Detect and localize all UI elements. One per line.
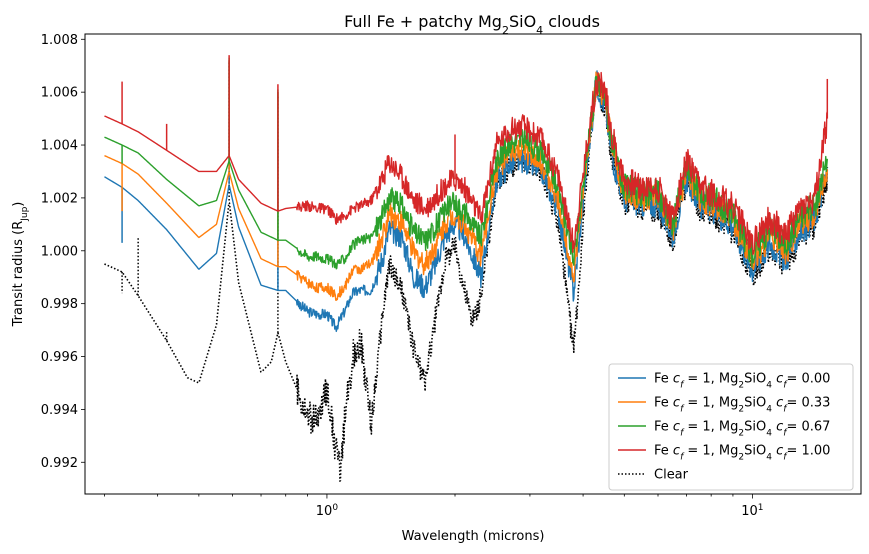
plot-frame [84, 33, 862, 495]
legend-text-part: Fe [654, 372, 673, 387]
x-tick-base: 10 [316, 504, 333, 519]
y-tick-label: 0.992 [41, 456, 78, 471]
legend-text-part: 4 [766, 429, 772, 439]
legend-entry-label: Fe cf = 1, Mg2SiO4 cf= 0.67 [654, 420, 830, 439]
y-tick-label: 0.994 [41, 403, 78, 418]
title-part-1: Full Fe + patchy Mg [344, 12, 502, 31]
legend-entry-label: Fe cf = 1, Mg2SiO4 cf= 0.33 [654, 396, 830, 415]
legend-entry-label: Fe cf = 1, Mg2SiO4 cf= 1.00 [654, 444, 830, 463]
legend-text-part: 4 [766, 405, 772, 415]
legend-entry-label: Fe cf = 1, Mg2SiO4 cf= 0.00 [654, 372, 830, 391]
svg-text:Full Fe + patchy Mg2SiO4 cloud: Full Fe + patchy Mg2SiO4 clouds [344, 12, 600, 37]
legend-text-part: c [772, 444, 783, 459]
legend-text-part: = 1, Mg [683, 372, 738, 387]
legend-text-part: f [680, 453, 685, 463]
x-tick-label: 101 [741, 503, 763, 519]
series-cf-033 [104, 60, 829, 301]
y-axis: 0.992 0.994 0.996 0.998 1.000 1.002 1.004 1.006… [41, 33, 85, 471]
legend-text-part: f [783, 429, 788, 439]
legend-text-part: c [772, 420, 783, 435]
legend-text-part: 2 [738, 405, 744, 415]
legend-text-part: c [673, 420, 680, 435]
x-tick-label: 100 [316, 503, 339, 519]
series-cf-100 [104, 55, 829, 256]
legend-text-part: 2 [738, 453, 744, 463]
legend-text-part: = 0.33 [786, 396, 830, 411]
title-part-2: SiO [509, 12, 536, 31]
y-axis-label-sub: Jup [20, 206, 30, 221]
y-axis-label-main: Transit radius (R [11, 221, 26, 328]
legend-text-part: f [783, 381, 788, 391]
x-axis-label: Wavelength (microns) [402, 529, 545, 544]
y-tick-label: 1.008 [41, 33, 78, 48]
legend-box [608, 363, 854, 491]
legend-text-part: = 1.00 [786, 444, 830, 459]
legend-text-part: Fe [654, 420, 673, 435]
legend-text-part: = 0.67 [786, 420, 830, 435]
legend-text-part: f [783, 405, 788, 415]
legend-text-part: = 0.00 [786, 372, 830, 387]
legend-text-part: 2 [738, 381, 744, 391]
legend-text-part: SiO [744, 396, 766, 411]
title-part-3: clouds [543, 12, 600, 31]
legend-text-part: SiO [744, 420, 766, 435]
y-axis-label-end: ) [11, 202, 26, 207]
legend-text-part: Fe [654, 396, 673, 411]
y-tick-label: 1.000 [41, 244, 78, 259]
legend-text-part: c [673, 444, 680, 459]
x-tick-exponent: 1 [758, 503, 764, 513]
legend-text-part: SiO [744, 444, 766, 459]
legend-text-part: 4 [766, 381, 772, 391]
legend-text-part: 4 [766, 453, 772, 463]
legend-text-part: = 1, Mg [683, 444, 738, 459]
legend-text-part: = 1, Mg [683, 396, 738, 411]
title-sub-2: 4 [536, 24, 543, 37]
legend-text-part: f [680, 429, 685, 439]
y-tick-label: 1.006 [41, 86, 78, 101]
title-sub-1: 2 [502, 24, 509, 37]
x-tick-exponent: 0 [332, 503, 338, 513]
legend-entry-label: Clear [654, 468, 689, 483]
legend-text-part: f [783, 453, 788, 463]
x-axis: 100 101 [104, 494, 764, 519]
y-tick-label: 0.998 [41, 297, 78, 312]
legend-text-part: SiO [744, 372, 766, 387]
chart-title: Full Fe + patchy Mg2SiO4 clouds [344, 12, 600, 37]
legend-text-part: 2 [738, 429, 744, 439]
legend-text-part: f [680, 405, 685, 415]
y-tick-label: 1.004 [41, 139, 78, 154]
y-tick-label: 0.996 [41, 350, 78, 365]
legend-text-part: Fe [654, 444, 673, 459]
legend-text-part: c [673, 372, 680, 387]
y-axis-label: Transit radius (RJup) [11, 202, 30, 328]
legend-text-part: = 1, Mg [683, 420, 738, 435]
legend-text-part: c [772, 396, 783, 411]
legend-text-part: c [673, 396, 680, 411]
legend-text-part: f [680, 381, 685, 391]
legend-text-part: Clear [654, 468, 689, 483]
legend-text-part: c [772, 372, 783, 387]
x-tick-base: 10 [741, 504, 758, 519]
y-tick-label: 1.002 [41, 191, 78, 206]
series-line [104, 71, 828, 256]
series-layer [104, 55, 829, 482]
